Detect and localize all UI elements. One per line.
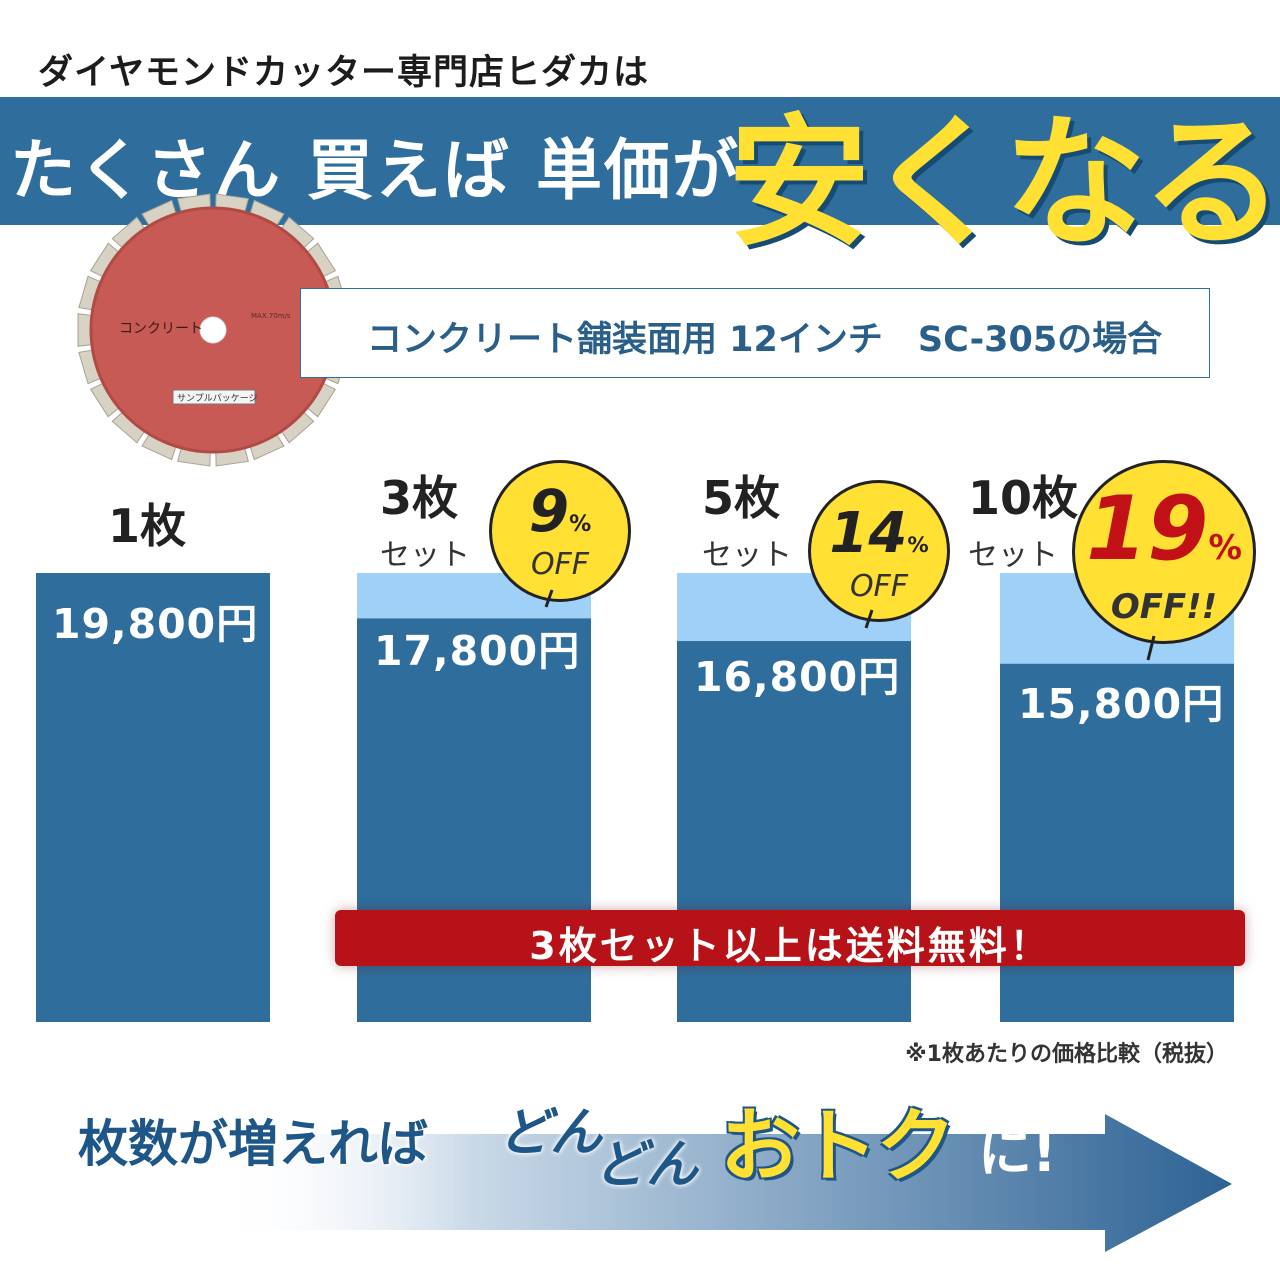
tier-qty-10: 10枚 (968, 471, 1079, 525)
tier-sub-10: セット (968, 538, 1058, 573)
discount-pct-5: 14% (829, 501, 929, 566)
tier-sub-3: セット (380, 538, 470, 573)
banner-main-text: たくさん 買えば 単価が (10, 132, 740, 209)
free-shipping-banner: 3枚セット以上は送料無料！ (335, 910, 1245, 968)
bottom-arrow (220, 1114, 1232, 1252)
discount-off-10: OFF!! (1110, 587, 1218, 627)
price-note: ※1枚あたりの価格比較（税抜） (905, 1042, 1228, 1067)
price-label-5: 16,800円 (694, 653, 901, 701)
header-banner: たくさん 買えば 単価が 安くなる! (0, 97, 1280, 266)
free-shipping-text: 3枚セット以上は送料無料！ (529, 924, 1051, 968)
price-label-1: 19,800円 (52, 600, 259, 648)
tier-qty-5: 5枚 (702, 471, 781, 525)
shop-name: ダイヤモンドカッター専門店ヒダカは (38, 53, 649, 93)
tagline-part-c: おトク (720, 1100, 956, 1193)
tier-label-10: 10枚 セット (968, 462, 1078, 574)
discount-badge-10: 19% OFF!! (1072, 460, 1256, 644)
price-bar (36, 573, 270, 1022)
tier-qty-1: 1枚 (108, 499, 187, 553)
tagline-part-b2: どん (594, 1135, 699, 1195)
product-label: コンクリート舗装面用 12インチ SC-305の場合 (367, 320, 1163, 360)
tier-label-3: 3枚 セット (380, 462, 470, 574)
discount-pct-3: 9% (528, 477, 592, 545)
banner-emphasis-text: 安くなる! (728, 101, 1280, 266)
tier-label-1: 1枚 (108, 490, 186, 556)
discount-badge-5: 14% OFF (808, 480, 950, 622)
discount-badge-3: 9% OFF (489, 460, 631, 602)
tier-qty-3: 3枚 (380, 471, 459, 525)
tagline-part-a: 枚数が増えれば (78, 1115, 428, 1173)
discount-pct-10: 19% (1086, 477, 1242, 580)
price-label-10: 15,800円 (1018, 680, 1225, 728)
discount-off-5: OFF (849, 569, 909, 604)
product-caption-box: コンクリート舗装面用 12インチ SC-305の場合 (300, 288, 1210, 378)
blade-package-label: サンプルパッケージ (177, 393, 258, 404)
discount-off-3: OFF (530, 547, 590, 582)
tagline-part-b1: どん (498, 1103, 603, 1163)
tagline-part-d: に! (978, 1121, 1057, 1184)
tier-label-5: 5枚 セット (702, 462, 792, 574)
tier-sub-5: セット (702, 538, 792, 573)
blade-spec: MAX.70m/s (251, 312, 291, 320)
price-label-3: 17,800円 (374, 627, 581, 675)
blade-label: コンクリート (119, 321, 203, 337)
